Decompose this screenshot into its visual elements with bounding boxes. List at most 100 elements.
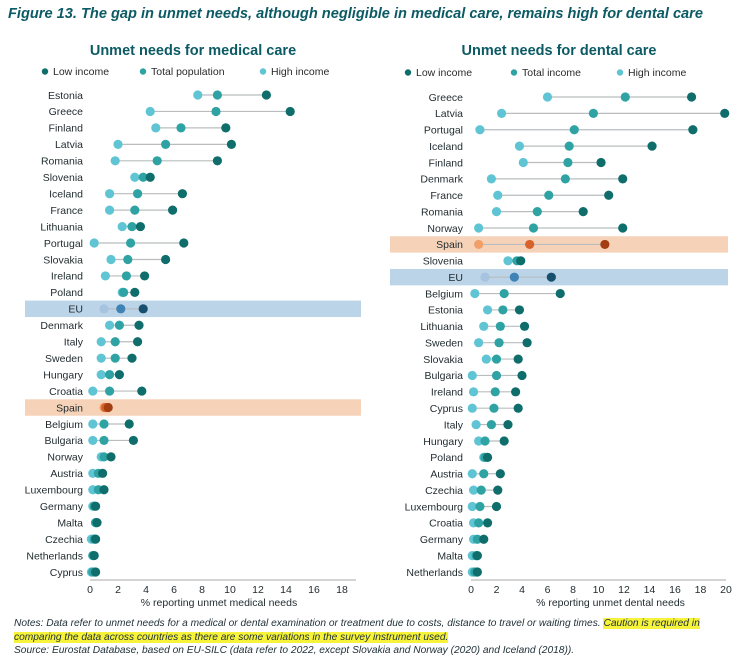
medical-dot-total xyxy=(130,205,140,215)
medical-dot-high-income xyxy=(130,172,140,182)
medical-dot-total xyxy=(110,353,120,363)
medical-dot-low-income xyxy=(137,386,147,396)
medical-dot-total xyxy=(116,304,126,314)
dental-dot-total xyxy=(499,288,509,299)
dental-x-tick-label: 6 xyxy=(545,584,551,596)
dental-dot-total xyxy=(475,501,485,512)
dental-dot-high-income xyxy=(468,387,479,397)
medical-dot-low-income xyxy=(212,156,222,166)
dental-row-label: Romania xyxy=(421,206,463,218)
dental-dot-high-income xyxy=(474,436,484,446)
medical-dot-low-income xyxy=(103,402,113,413)
medical-dot-total xyxy=(119,287,129,297)
dental-dot-low-income xyxy=(482,452,493,462)
medical-dot-high-income xyxy=(88,386,98,396)
dental-dot-total xyxy=(494,338,504,348)
dental-dot-high-income xyxy=(474,239,484,250)
dental-row-label: Portugal xyxy=(424,125,463,137)
medical-row-label: Iceland xyxy=(49,188,83,200)
dental-x-tick-label: 2 xyxy=(494,584,500,596)
dental-dot-low-income xyxy=(522,338,532,348)
medical-dot-high-income xyxy=(100,271,110,281)
medical-dot-high-income xyxy=(106,254,116,265)
medical-dot-low-income xyxy=(285,106,295,117)
dental-dot-low-income xyxy=(513,354,523,364)
dental-row-label: Germany xyxy=(420,534,464,546)
dental-row-label: Czechia xyxy=(425,485,463,497)
dental-dot-low-income xyxy=(647,141,657,151)
medical-dot-high-income xyxy=(96,337,106,347)
dental-dot-total xyxy=(544,190,554,200)
dental-dot-high-income xyxy=(542,92,553,102)
medical-row-label: Denmark xyxy=(40,320,83,332)
medical-dot-low-income xyxy=(98,468,108,478)
medical-dot-low-income xyxy=(91,567,101,577)
medical-dot-low-income xyxy=(138,304,148,314)
dental-dot-total xyxy=(495,321,505,331)
dental-dot-total xyxy=(472,534,482,544)
dental-row-label: Luxembourg xyxy=(405,501,464,513)
medical-dot-total xyxy=(99,452,109,462)
dental-dot-total xyxy=(498,305,508,315)
medical-dot-high-income xyxy=(89,238,99,248)
medical-row-label: Bulgaria xyxy=(44,435,83,447)
medical-dot-high-income xyxy=(99,304,109,314)
medical-row-label: Germany xyxy=(40,501,84,513)
dental-dot-low-income xyxy=(546,272,556,282)
medical-dot-total xyxy=(212,90,222,100)
figure-title: Figure 13. The gap in unmet needs, altho… xyxy=(8,6,703,22)
dental-dot-low-income xyxy=(499,436,509,446)
medical-x-tick-label: 10 xyxy=(224,584,236,596)
medical-row-label: Lithuania xyxy=(40,221,83,233)
dental-dot-high-income xyxy=(491,207,502,217)
dental-row-label: Slovenia xyxy=(423,256,463,268)
dental-dot-high-income xyxy=(497,108,507,118)
dental-row-label: Malta xyxy=(437,550,463,562)
medical-legend-label-2: High income xyxy=(271,66,330,78)
dental-legend-label-2: High income xyxy=(628,67,687,79)
dental-dot-high-income xyxy=(493,190,503,200)
medical-dot-low-income xyxy=(168,205,178,215)
medical-legend-marker-2 xyxy=(259,68,267,75)
medical-dot-total xyxy=(176,123,186,133)
medical-dot-low-income xyxy=(134,320,144,330)
medical-x-tick-label: 14 xyxy=(280,584,292,596)
dental-row-label: Netherlands xyxy=(406,567,463,579)
dental-x-tick-label: 14 xyxy=(644,584,656,596)
medical-dot-high-income xyxy=(145,106,155,117)
dental-row-label: EU xyxy=(448,272,463,284)
dental-dot-total xyxy=(569,125,579,135)
dental-row-label: Slovakia xyxy=(423,354,463,366)
dental-dot-low-income xyxy=(513,403,523,413)
dental-row-label: Italy xyxy=(444,419,464,431)
medical-row-label: Slovakia xyxy=(43,254,83,266)
medical-dot-high-income xyxy=(105,320,115,330)
medical-dot-low-income xyxy=(226,139,236,149)
dental-dot-high-income xyxy=(486,174,496,184)
medical-row-label: Italy xyxy=(64,337,84,349)
dental-x-axis-label: % reporting unmet dental needs xyxy=(536,597,685,609)
medical-dot-low-income xyxy=(130,287,140,297)
dental-dot-high-income xyxy=(514,141,525,151)
dental-dot-total xyxy=(564,141,574,151)
medical-dot-low-income xyxy=(91,534,101,544)
dental-dot-low-income xyxy=(472,551,482,561)
medical-dot-total xyxy=(121,271,131,281)
dental-dot-high-income xyxy=(479,321,489,331)
dental-dot-low-income xyxy=(479,534,489,544)
medical-row-label: Greece xyxy=(49,106,84,118)
medical-dot-total xyxy=(161,139,171,149)
medical-dot-low-income xyxy=(161,254,171,265)
dental-dot-high-income xyxy=(467,370,477,381)
dental-row-label: Cyprus xyxy=(430,403,463,415)
dental-dot-total xyxy=(491,370,502,381)
medical-dot-high-income xyxy=(151,123,161,133)
dental-dot-total xyxy=(479,469,489,479)
dental-legend-marker-1 xyxy=(510,69,518,76)
medical-legend-label-0: Low income xyxy=(53,66,109,78)
medical-dot-low-income xyxy=(128,435,138,446)
medical-dot-total xyxy=(126,238,136,248)
medical-row-label: Portugal xyxy=(44,238,83,250)
dental-dot-high-income xyxy=(474,223,484,233)
